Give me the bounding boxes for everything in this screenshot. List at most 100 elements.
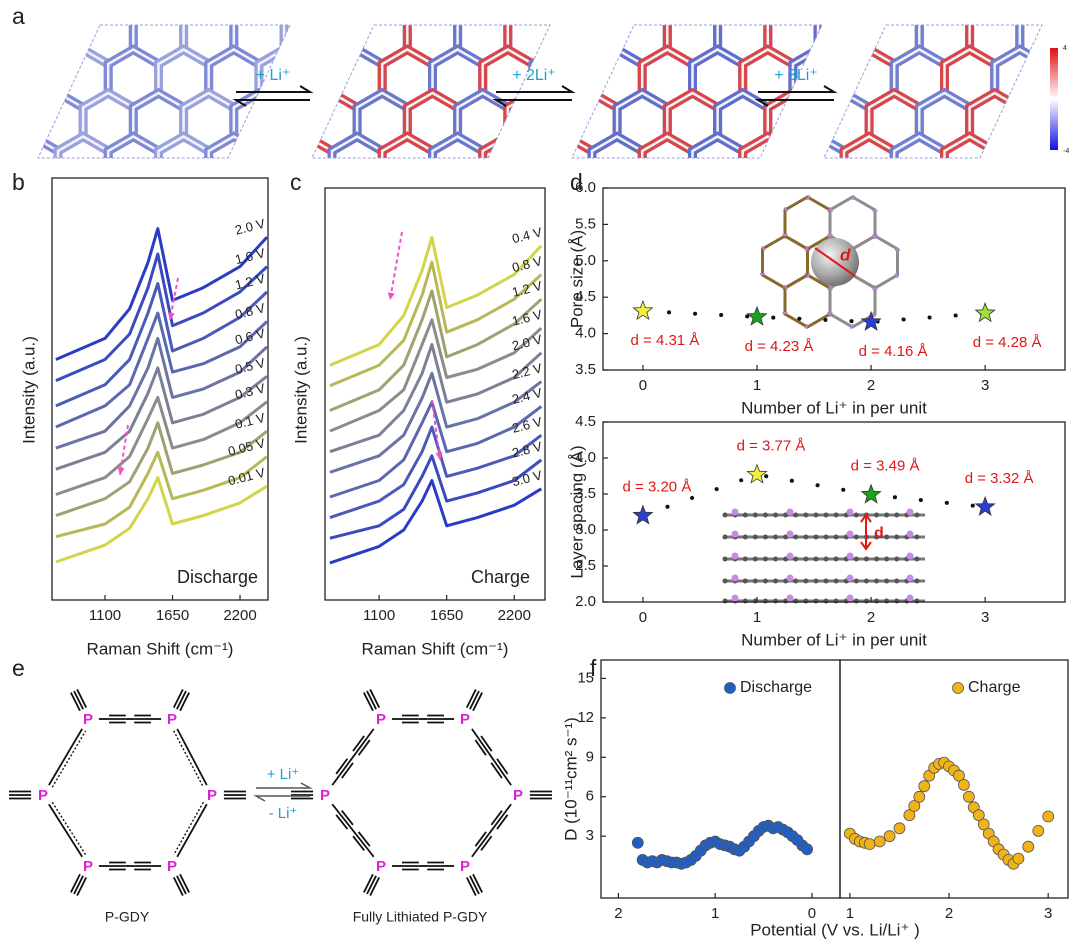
p-atom [786, 508, 794, 516]
x-axis-label: Number of Li⁺ in per unit [741, 630, 927, 649]
value-label: d = 4.28 Å [973, 334, 1042, 351]
data-point [958, 779, 970, 791]
hexagon-core [542, 0, 592, 21]
spectrum [55, 366, 268, 471]
hexagon [478, 25, 538, 26]
bond [480, 735, 493, 752]
atom-label: P [83, 711, 93, 728]
hexagon [458, 180, 508, 238]
hexagon [843, 0, 893, 21]
hexagon-core [209, 0, 259, 21]
hexagon-core [108, 0, 158, 21]
x-tick-label: 1100 [89, 607, 121, 624]
hexagon [53, 131, 113, 158]
bond [331, 803, 340, 814]
hexagon-core [1070, 93, 1080, 151]
legend-label: 2.6 V [510, 414, 543, 436]
lattice [542, 0, 943, 238]
hexagon-core [894, 0, 944, 21]
spectrum [329, 289, 543, 412]
hexagon [763, 87, 822, 157]
x-tick-label: 2200 [498, 607, 531, 624]
atom-bg [81, 712, 95, 726]
bond [352, 835, 365, 851]
hexagon [718, 180, 768, 238]
hexagon [839, 25, 899, 26]
hexagon [204, 25, 264, 26]
bond [70, 692, 81, 712]
bond [490, 762, 503, 779]
p-atom [846, 508, 854, 516]
annotation: Charge [471, 567, 530, 587]
hexagon-core [38, 48, 60, 109]
y-tick-label: 5.0 [575, 252, 596, 269]
bond [173, 801, 204, 856]
hexagon-core [83, 180, 133, 238]
hexagon [428, 131, 488, 158]
hexagon [357, 180, 407, 238]
hexagon [558, 6, 608, 64]
dotted-guide [640, 309, 988, 325]
hexagon [990, 25, 1042, 26]
hexagon [279, 87, 290, 157]
panel-label: f [590, 655, 597, 681]
bond [488, 752, 495, 762]
bond [176, 875, 187, 895]
spectrum [55, 227, 269, 361]
hexagon [940, 131, 1000, 158]
y-tick-label: 12 [577, 709, 594, 726]
bond [51, 730, 87, 788]
data-point [863, 838, 876, 850]
hexagon-core [824, 25, 871, 66]
atom-bg [511, 788, 525, 802]
hexagon-core [184, 180, 234, 238]
bond [352, 735, 365, 752]
arrow [496, 85, 576, 93]
hexagon [184, 180, 234, 238]
hexagon [637, 25, 697, 26]
hexagon [38, 25, 88, 70]
panel-label: a [12, 3, 25, 29]
bond [357, 831, 371, 847]
x-axis-label: Number of Li⁺ in per unit [741, 398, 927, 417]
hexagon-core [433, 0, 483, 21]
hexagon-core [693, 0, 743, 21]
hexagon [38, 44, 63, 113]
hexagon-core [893, 0, 943, 21]
atom-bg [458, 859, 472, 873]
bond [504, 775, 512, 786]
panel-label: c [290, 169, 302, 195]
bond [331, 775, 340, 786]
y-tick-label: 6.0 [575, 179, 596, 196]
bond [469, 690, 480, 710]
hexagon-core [0, 93, 33, 151]
arrow [236, 85, 314, 93]
colorbar-label: 4 [1063, 45, 1067, 52]
data-point [908, 800, 921, 812]
hexagon-core [33, 180, 83, 238]
x-tick-label: 3 [981, 609, 989, 626]
hexagon-core [769, 180, 819, 238]
hexagon [407, 180, 457, 238]
panel-label: d [570, 169, 583, 195]
atom-bg [205, 788, 219, 802]
y-axis-label: Layer spacing (Å) [567, 445, 586, 578]
hexagon [587, 131, 647, 158]
y-tick-label: 6 [586, 788, 594, 805]
hexagon-core [592, 0, 642, 21]
bond [76, 876, 88, 896]
legend-label: 1.6 V [510, 307, 543, 329]
plot-frame [602, 187, 1066, 371]
atom-bg [374, 859, 388, 873]
atom-bg [318, 788, 332, 802]
plot-frame [324, 187, 546, 601]
hexagon [813, 25, 822, 70]
hexagon [154, 131, 214, 158]
data-point [953, 769, 965, 782]
legend-label: 2.4 V [510, 385, 543, 407]
hexagon [583, 0, 633, 21]
atom-bg [36, 788, 50, 802]
legend-label: 2.2 V [510, 360, 543, 382]
spectrum [329, 479, 543, 565]
spectrum [55, 395, 268, 496]
